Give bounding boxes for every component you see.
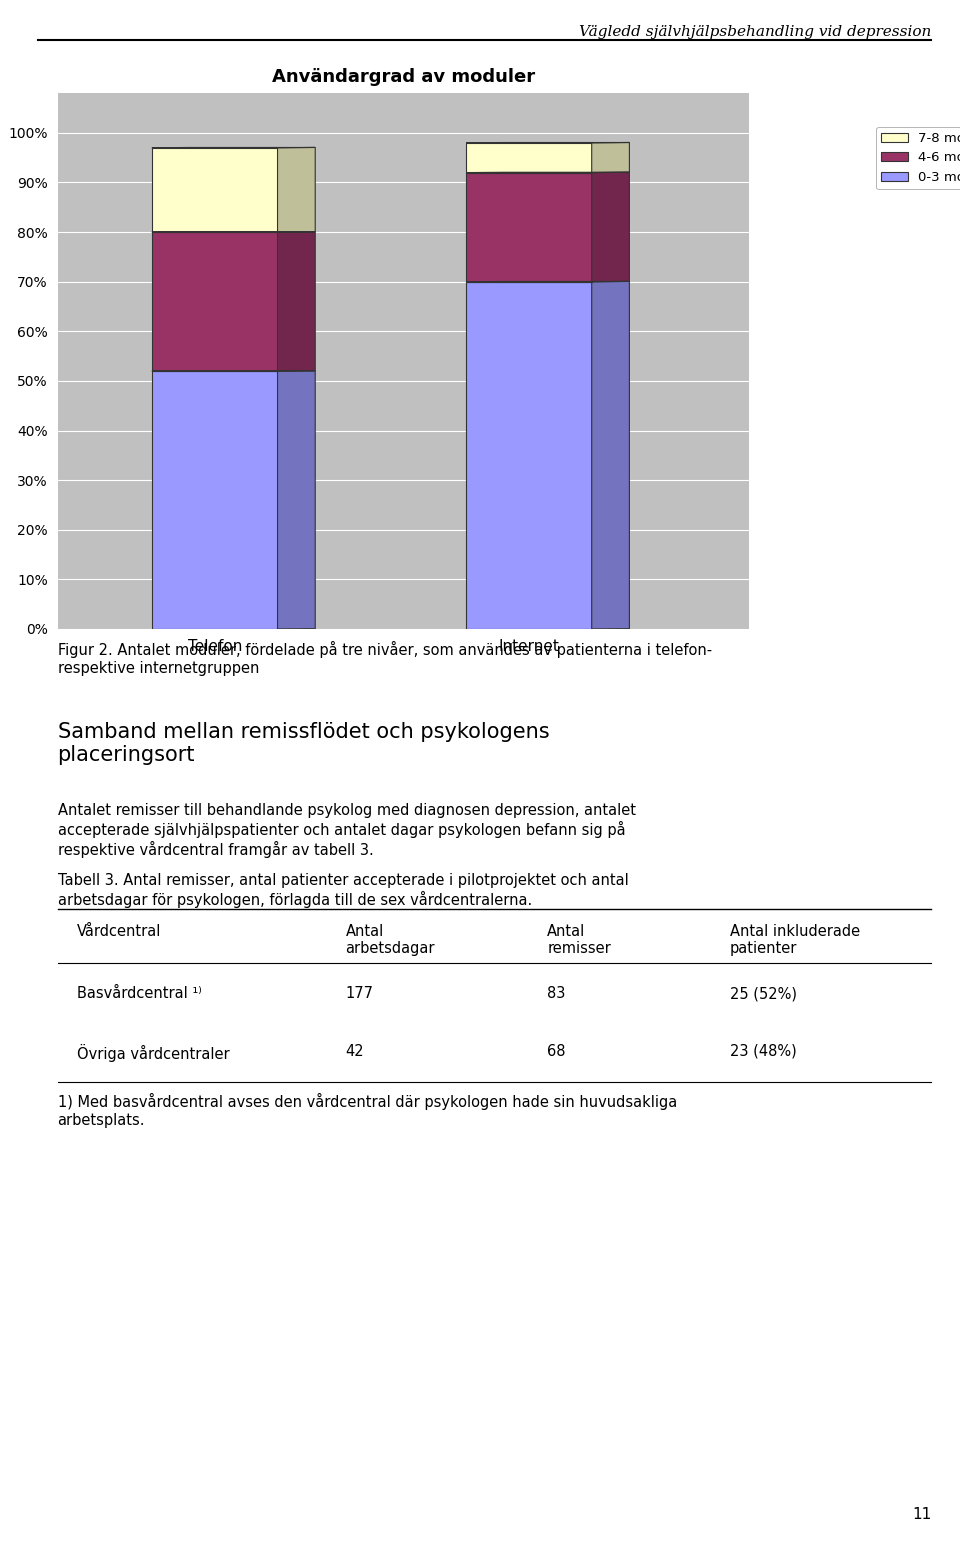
Text: Antal
arbetsdagar: Antal arbetsdagar (346, 924, 435, 957)
Text: 68: 68 (547, 1044, 565, 1059)
Text: 1) Med basvårdcentral avses den vårdcentral där psykologen hade sin huvudsakliga: 1) Med basvårdcentral avses den vårdcent… (58, 1093, 677, 1127)
Text: 25 (52%): 25 (52%) (730, 986, 797, 1002)
Bar (466, 143, 591, 172)
Polygon shape (277, 371, 315, 629)
Polygon shape (591, 172, 630, 281)
Text: Övriga vårdcentraler: Övriga vårdcentraler (77, 1044, 229, 1062)
Text: Vårdcentral: Vårdcentral (77, 924, 161, 940)
Text: Vägledd självhjälpsbehandling vid depression: Vägledd självhjälpsbehandling vid depres… (579, 25, 931, 39)
Bar (152, 231, 277, 371)
Bar (152, 148, 277, 231)
Bar (466, 172, 591, 281)
Text: 177: 177 (346, 986, 373, 1002)
Polygon shape (591, 143, 630, 172)
Polygon shape (277, 148, 315, 231)
Text: 11: 11 (912, 1506, 931, 1522)
Polygon shape (277, 231, 315, 371)
Text: Samband mellan remissflödet och psykologens
placeringsort: Samband mellan remissflödet och psykolog… (58, 722, 549, 766)
Text: Tabell 3. Antal remisser, antal patienter accepterade i pilotprojektet och antal: Tabell 3. Antal remisser, antal patiente… (58, 873, 629, 907)
Bar (152, 371, 277, 629)
Text: Antalet remisser till behandlande psykolog med diagnosen depression, antalet
acc: Antalet remisser till behandlande psykol… (58, 803, 636, 857)
Title: Användargrad av moduler: Användargrad av moduler (272, 68, 535, 85)
Text: Basvårdcentral ¹⁾: Basvårdcentral ¹⁾ (77, 986, 202, 1002)
Text: Figur 2. Antalet moduler, fördelade på tre nivåer, som användes av patienterna i: Figur 2. Antalet moduler, fördelade på t… (58, 641, 711, 676)
Text: Antal inkluderade
patienter: Antal inkluderade patienter (730, 924, 860, 957)
Text: 23 (48%): 23 (48%) (730, 1044, 797, 1059)
Text: 42: 42 (346, 1044, 364, 1059)
Legend: 7-8 moduler, 4-6 moduler, 0-3 moduler: 7-8 moduler, 4-6 moduler, 0-3 moduler (876, 126, 960, 189)
Bar (466, 281, 591, 629)
Polygon shape (591, 281, 630, 629)
Text: 83: 83 (547, 986, 565, 1002)
Text: Antal
remisser: Antal remisser (547, 924, 611, 957)
